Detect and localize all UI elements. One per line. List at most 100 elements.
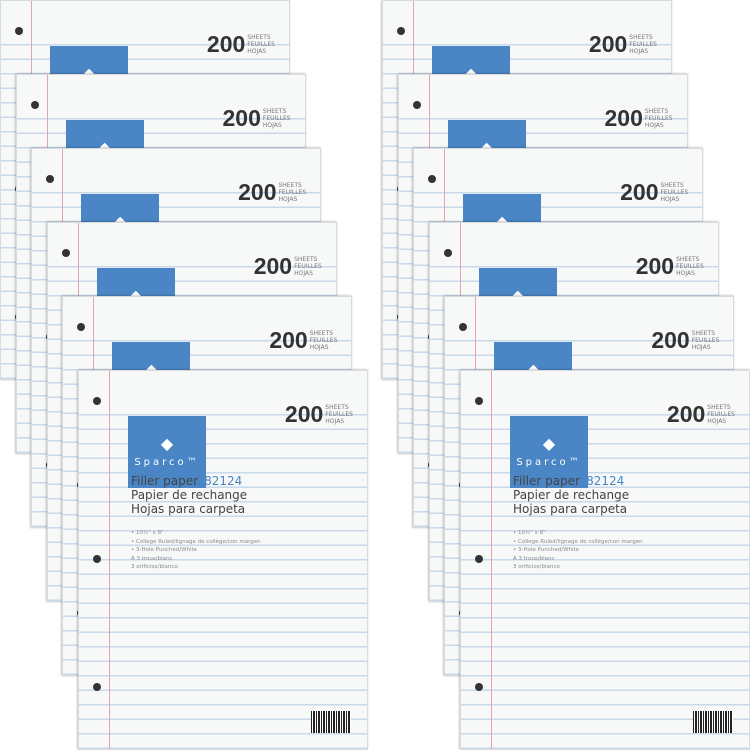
unit-fr: FEUILLES (660, 189, 689, 196)
product-specs: • 10½" x 8" • College Ruled/lignage de c… (513, 529, 643, 572)
unit-en: SHEETS (691, 330, 716, 337)
unit-fr: FEUILLES (325, 411, 353, 418)
spec-ruling: • College Ruled/lignage de collège/con m… (131, 538, 261, 545)
spec-fr: À 3 trous/blanc (131, 555, 173, 562)
punch-hole (93, 397, 101, 405)
punch-hole (30, 101, 39, 109)
title-fr: Papier de rechange (513, 488, 630, 502)
unit-es: HOJAS (707, 418, 727, 425)
unit-en: SHEETS (309, 330, 334, 337)
sheet-count: 200 SHEETS FEUILLES HOJAS (636, 253, 704, 280)
brand-name: Sparco™ (134, 457, 200, 468)
count-units: SHEETS FEUILLES HOJAS (629, 34, 657, 55)
count-units: SHEETS FEUILLES HOJAS (707, 404, 735, 425)
punch-hole (428, 175, 437, 183)
spec-size: • 10½" x 8" (513, 530, 546, 536)
count-units: SHEETS FEUILLES HOJAS (676, 256, 704, 277)
count-units: SHEETS FEUILLES HOJAS (645, 108, 673, 129)
filler-paper-pack: ◆ Sparco™ 200 SHEETS FEUILLES HOJAS Fill… (460, 370, 750, 750)
unit-fr: FEUILLES (691, 337, 720, 344)
punch-hole (93, 555, 101, 563)
count-number: 200 (206, 31, 246, 57)
product-title: Filler paper 82124 Papier de rechange Hoj… (513, 474, 629, 516)
count-number: 200 (604, 105, 643, 131)
spec-size: • 10½" x 8" (131, 530, 164, 536)
count-number: 200 (253, 253, 293, 279)
unit-fr: FEUILLES (644, 115, 673, 122)
count-number: 200 (588, 31, 628, 57)
sheet-count: 200 SHEETS FEUILLES HOJAS (269, 327, 337, 354)
sparco-logo: ◆ Sparco™ (128, 416, 206, 488)
unit-en: SHEETS (660, 182, 684, 189)
count-units: SHEETS FEUILLES HOJAS (660, 182, 688, 203)
unit-es: HOJAS (629, 48, 649, 55)
unit-es: HOJAS (676, 270, 695, 277)
punch-hole (412, 101, 421, 109)
sheet-count: 200 SHEETS FEUILLES HOJAS (223, 105, 291, 132)
count-number: 200 (620, 179, 659, 205)
title-en: Filler paper (131, 474, 199, 488)
count-number: 200 (651, 327, 690, 353)
unit-es: HOJAS (262, 122, 282, 129)
count-number: 200 (238, 179, 277, 205)
unit-en: SHEETS (707, 404, 731, 411)
sheet-count: 200 SHEETS FEUILLES HOJAS (238, 179, 306, 206)
punch-hole (93, 683, 101, 691)
spec-fr: À 3 trous/blanc (513, 555, 555, 562)
punch-hole (459, 323, 468, 331)
punch-hole (61, 249, 70, 257)
count-number: 200 (284, 401, 324, 427)
sheet-count: 200 SHEETS FEUILLES HOJAS (651, 327, 719, 354)
punch-hole (397, 27, 405, 35)
title-en: Filler paper (513, 474, 581, 488)
punch-hole (443, 249, 452, 257)
unit-fr: FEUILLES (629, 41, 657, 48)
spec-ruling: • College Ruled/lignage de collège/con m… (513, 538, 643, 545)
unit-es: HOJAS (691, 344, 711, 351)
count-number: 200 (269, 327, 308, 353)
unit-fr: FEUILLES (294, 263, 322, 270)
title-es: Hojas para carpeta (513, 502, 628, 516)
unit-en: SHEETS (644, 108, 669, 115)
sparco-logo: ◆ Sparco™ (510, 416, 588, 488)
unit-es: HOJAS (309, 344, 329, 351)
count-units: SHEETS FEUILLES HOJAS (325, 404, 353, 425)
unit-es: HOJAS (660, 196, 680, 203)
count-units: SHEETS FEUILLES HOJAS (247, 34, 275, 55)
spec-punched: • 3-Hole Punched/White (513, 547, 580, 553)
unit-en: SHEETS (262, 108, 287, 115)
count-number: 200 (635, 253, 675, 279)
count-number: 200 (666, 401, 706, 427)
count-units: SHEETS FEUILLES HOJAS (263, 108, 291, 129)
count-units: SHEETS FEUILLES HOJAS (692, 330, 720, 351)
unit-fr: FEUILLES (309, 337, 338, 344)
count-units: SHEETS FEUILLES HOJAS (294, 256, 322, 277)
item-code: 82124 (204, 474, 243, 488)
count-number: 200 (222, 105, 261, 131)
unit-es: HOJAS (294, 270, 313, 277)
title-fr: Papier de rechange (131, 488, 248, 502)
margin-line (109, 371, 110, 749)
count-units: SHEETS FEUILLES HOJAS (278, 182, 306, 203)
unit-es: HOJAS (325, 418, 345, 425)
unit-en: SHEETS (325, 404, 349, 411)
unit-en: SHEETS (278, 182, 302, 189)
unit-es: HOJAS (247, 48, 267, 55)
unit-fr: FEUILLES (278, 189, 307, 196)
unit-en: SHEETS (676, 256, 700, 263)
sheet-count: 200 SHEETS FEUILLES HOJAS (285, 401, 353, 428)
count-units: SHEETS FEUILLES HOJAS (310, 330, 338, 351)
sheet-count: 200 SHEETS FEUILLES HOJAS (667, 401, 735, 428)
unit-fr: FEUILLES (707, 411, 735, 418)
unit-fr: FEUILLES (262, 115, 291, 122)
sheet-count: 200 SHEETS FEUILLES HOJAS (589, 31, 657, 58)
sheet-count: 200 SHEETS FEUILLES HOJAS (254, 253, 322, 280)
item-code: 82124 (586, 474, 625, 488)
punch-hole (475, 397, 483, 405)
sheet-count: 200 SHEETS FEUILLES HOJAS (620, 179, 688, 206)
spec-es: 3 orificios/blanco (131, 564, 178, 570)
barcode (311, 711, 351, 733)
filler-paper-pack: ◆ Sparco™ 200 SHEETS FEUILLES HOJAS Fill… (78, 370, 368, 750)
unit-fr: FEUILLES (247, 41, 275, 48)
punch-hole (475, 683, 483, 691)
